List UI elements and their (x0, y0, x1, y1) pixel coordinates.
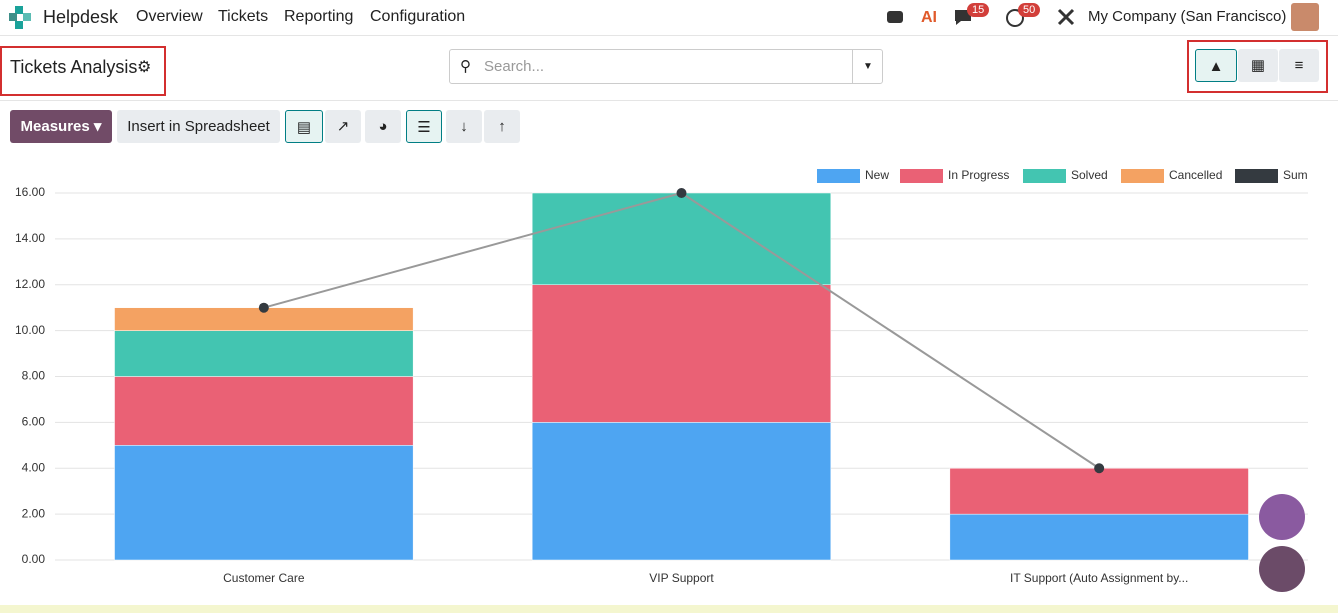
menu-item[interactable]: Reporting (284, 8, 354, 25)
line-chart-button[interactable]: ↗ (325, 110, 361, 143)
bar-chart-button[interactable]: ▤ (285, 110, 323, 143)
navbar: Helpdesk Overview Tickets Reporting Conf… (0, 0, 1338, 36)
y-tick-label: 12.00 (15, 277, 45, 291)
app-name[interactable]: Helpdesk (43, 7, 119, 27)
divider (0, 100, 1338, 101)
bar-segment (949, 468, 1249, 515)
legend-label: Sum (1283, 168, 1308, 182)
sort-asc-button[interactable]: ↑ (484, 110, 520, 143)
svg-text:AI: AI (921, 9, 937, 26)
measures-label: Measures (20, 118, 90, 135)
legend-swatch (1121, 169, 1164, 183)
menu-item[interactable]: Overview (136, 8, 203, 25)
bar-segment (531, 192, 832, 285)
y-tick-label: 8.00 (22, 369, 46, 383)
search-dropdown[interactable]: ▼ (852, 50, 883, 83)
y-tick-label: 0.00 (22, 552, 46, 566)
bot-avatar[interactable] (1259, 546, 1305, 592)
search-placeholder: Search... (484, 58, 545, 75)
x-tick-label: VIP Support (649, 571, 714, 585)
y-tick-label: 6.00 (22, 415, 46, 429)
bar-segment (114, 445, 414, 561)
legend-label: Cancelled (1169, 168, 1222, 182)
sort-desc-button[interactable]: ↓ (446, 110, 482, 143)
legend-swatch (900, 169, 943, 183)
search-box[interactable]: ⚲ Search... ▼ (449, 49, 883, 84)
footer-strip (0, 605, 1338, 613)
legend-label: In Progress (948, 168, 1009, 182)
y-tick-label: 2.00 (22, 506, 46, 520)
menu-item[interactable]: Configuration (370, 8, 466, 25)
chart: 0.00 2.00 4.00 6.00 8.00 10.00 12.00 14.00 16.00… (15, 168, 1308, 585)
insert-button[interactable]: Insert in Spreadsheet (117, 110, 280, 143)
pie-chart-button[interactable]: ◕ (365, 110, 401, 143)
bar-segment (114, 330, 414, 377)
legend-swatch (1023, 169, 1066, 183)
x-tick-label: Customer Care (223, 571, 305, 585)
legend-label: New (865, 168, 889, 182)
legend-swatch (1235, 169, 1278, 183)
x-tick-label: IT Support (Auto Assignment by... (1010, 571, 1188, 585)
measures-button[interactable]: Measures ▾ (10, 110, 112, 143)
sum-point (676, 188, 687, 198)
bar-segment (531, 422, 832, 561)
stacked-button[interactable]: ☰ (406, 110, 442, 143)
highlight-box (1187, 40, 1328, 93)
settings-icon[interactable]: ⚙ (137, 59, 152, 76)
legend-swatch (817, 169, 860, 183)
app-logo[interactable] (9, 6, 33, 30)
list-view-button[interactable]: ≡ (1279, 49, 1319, 82)
page-title: Tickets Analysis (10, 57, 138, 77)
pivot-view-button[interactable]: ▦ (1238, 49, 1278, 82)
highlight-box (0, 46, 166, 96)
y-tick-label: 14.00 (15, 231, 45, 245)
bar-segment (531, 284, 832, 423)
badge: 50 (1018, 3, 1041, 17)
systray-icons[interactable]: AI (885, 7, 1055, 29)
badge: 15 (967, 3, 990, 17)
sum-point (1094, 463, 1105, 474)
avatar[interactable] (1291, 3, 1319, 31)
menu-item[interactable]: Tickets (218, 8, 269, 25)
y-tick-label: 16.00 (15, 185, 45, 199)
y-tick-label: 10.00 (15, 323, 45, 337)
sum-point (258, 302, 269, 313)
legend-label: Solved (1071, 168, 1108, 182)
y-tick-label: 4.00 (22, 460, 46, 474)
bar-segment (114, 376, 414, 446)
graph-view-button[interactable]: ▲ (1195, 49, 1237, 82)
bar-segment (949, 513, 1249, 561)
company[interactable]: My Company (San Francisco) (1088, 8, 1287, 25)
chat-avatar[interactable] (1259, 494, 1305, 540)
search-icon: ⚲ (460, 58, 471, 75)
tools-icon[interactable] (1057, 8, 1075, 26)
